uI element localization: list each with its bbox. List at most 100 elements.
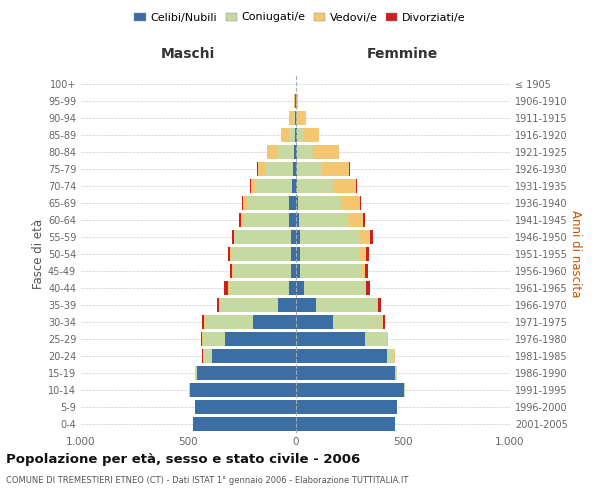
Bar <box>298 196 341 209</box>
Bar <box>244 212 289 226</box>
Bar <box>289 128 295 141</box>
Bar <box>296 315 333 329</box>
Bar <box>289 212 296 226</box>
Bar <box>212 349 296 363</box>
Bar <box>231 247 291 260</box>
Text: COMUNE DI TREMESTIERI ETNEO (CT) - Dati ISTAT 1° gennaio 2006 - Elaborazione TUT: COMUNE DI TREMESTIERI ETNEO (CT) - Dati … <box>6 476 409 485</box>
Bar <box>205 349 212 363</box>
Bar <box>242 196 243 209</box>
Bar <box>299 212 348 226</box>
Bar <box>250 178 251 192</box>
Bar <box>296 400 397 414</box>
Bar <box>360 247 366 260</box>
Bar <box>296 94 298 108</box>
Bar <box>313 144 338 158</box>
Bar <box>247 196 289 209</box>
Bar <box>295 144 296 158</box>
Bar <box>382 315 383 329</box>
Bar <box>289 196 296 209</box>
Bar <box>293 110 295 124</box>
Bar <box>296 281 304 295</box>
Bar <box>255 178 292 192</box>
Bar <box>235 230 291 243</box>
Bar <box>361 264 365 278</box>
Bar <box>217 298 220 312</box>
Bar <box>203 349 205 363</box>
Bar <box>365 332 386 346</box>
Bar <box>253 315 296 329</box>
Bar <box>205 315 253 329</box>
Bar <box>302 128 319 141</box>
Bar <box>322 162 349 175</box>
Bar <box>386 332 388 346</box>
Text: Popolazione per età, sesso e stato civile - 2006: Popolazione per età, sesso e stato civil… <box>6 452 360 466</box>
Bar <box>363 212 365 226</box>
Bar <box>338 144 340 158</box>
Bar <box>278 144 295 158</box>
Bar <box>296 162 322 175</box>
Bar <box>359 230 370 243</box>
Bar <box>395 366 397 380</box>
Bar <box>365 281 367 295</box>
Bar <box>300 230 359 243</box>
Bar <box>251 178 255 192</box>
Bar <box>233 264 291 278</box>
Bar <box>266 162 293 175</box>
Bar <box>291 247 296 260</box>
Bar <box>281 128 289 141</box>
Bar <box>296 178 297 192</box>
Bar <box>295 128 296 141</box>
Bar <box>239 212 241 226</box>
Bar <box>268 144 278 158</box>
Bar <box>365 264 368 278</box>
Bar <box>289 110 293 124</box>
Bar <box>300 247 360 260</box>
Bar <box>193 417 296 431</box>
Bar <box>278 298 296 312</box>
Bar <box>296 144 313 158</box>
Bar <box>258 162 266 175</box>
Bar <box>202 315 205 329</box>
Bar <box>356 178 357 192</box>
Bar <box>349 162 350 175</box>
Bar <box>292 178 296 192</box>
Bar <box>296 264 300 278</box>
Bar <box>293 162 296 175</box>
Bar <box>296 332 365 346</box>
Bar <box>296 383 404 397</box>
Y-axis label: Fasce di età: Fasce di età <box>32 218 45 289</box>
Bar <box>230 247 231 260</box>
Legend: Celibi/Nubili, Coniugati/e, Vedovi/e, Divorziati/e: Celibi/Nubili, Coniugati/e, Vedovi/e, Di… <box>130 8 470 27</box>
Bar <box>296 128 302 141</box>
Bar <box>241 212 244 226</box>
Bar <box>230 264 232 278</box>
Bar <box>297 178 333 192</box>
Y-axis label: Anni di nascita: Anni di nascita <box>569 210 581 298</box>
Bar <box>316 298 377 312</box>
Bar <box>296 247 300 260</box>
Bar <box>197 366 296 380</box>
Bar <box>367 281 370 295</box>
Bar <box>296 212 299 226</box>
Bar <box>220 298 278 312</box>
Bar <box>194 366 197 380</box>
Bar <box>228 247 230 260</box>
Bar <box>289 281 296 295</box>
Bar <box>296 110 298 124</box>
Bar <box>203 332 225 346</box>
Bar <box>394 349 395 363</box>
Bar <box>228 281 229 295</box>
Bar <box>296 417 395 431</box>
Bar <box>229 281 289 295</box>
Bar <box>304 281 365 295</box>
Bar <box>348 212 363 226</box>
Bar <box>333 315 382 329</box>
Bar <box>232 230 233 243</box>
Bar <box>224 281 228 295</box>
Bar <box>383 315 385 329</box>
Bar <box>233 230 235 243</box>
Bar <box>298 110 306 124</box>
Bar <box>296 366 395 380</box>
Bar <box>243 196 247 209</box>
Bar <box>294 94 295 108</box>
